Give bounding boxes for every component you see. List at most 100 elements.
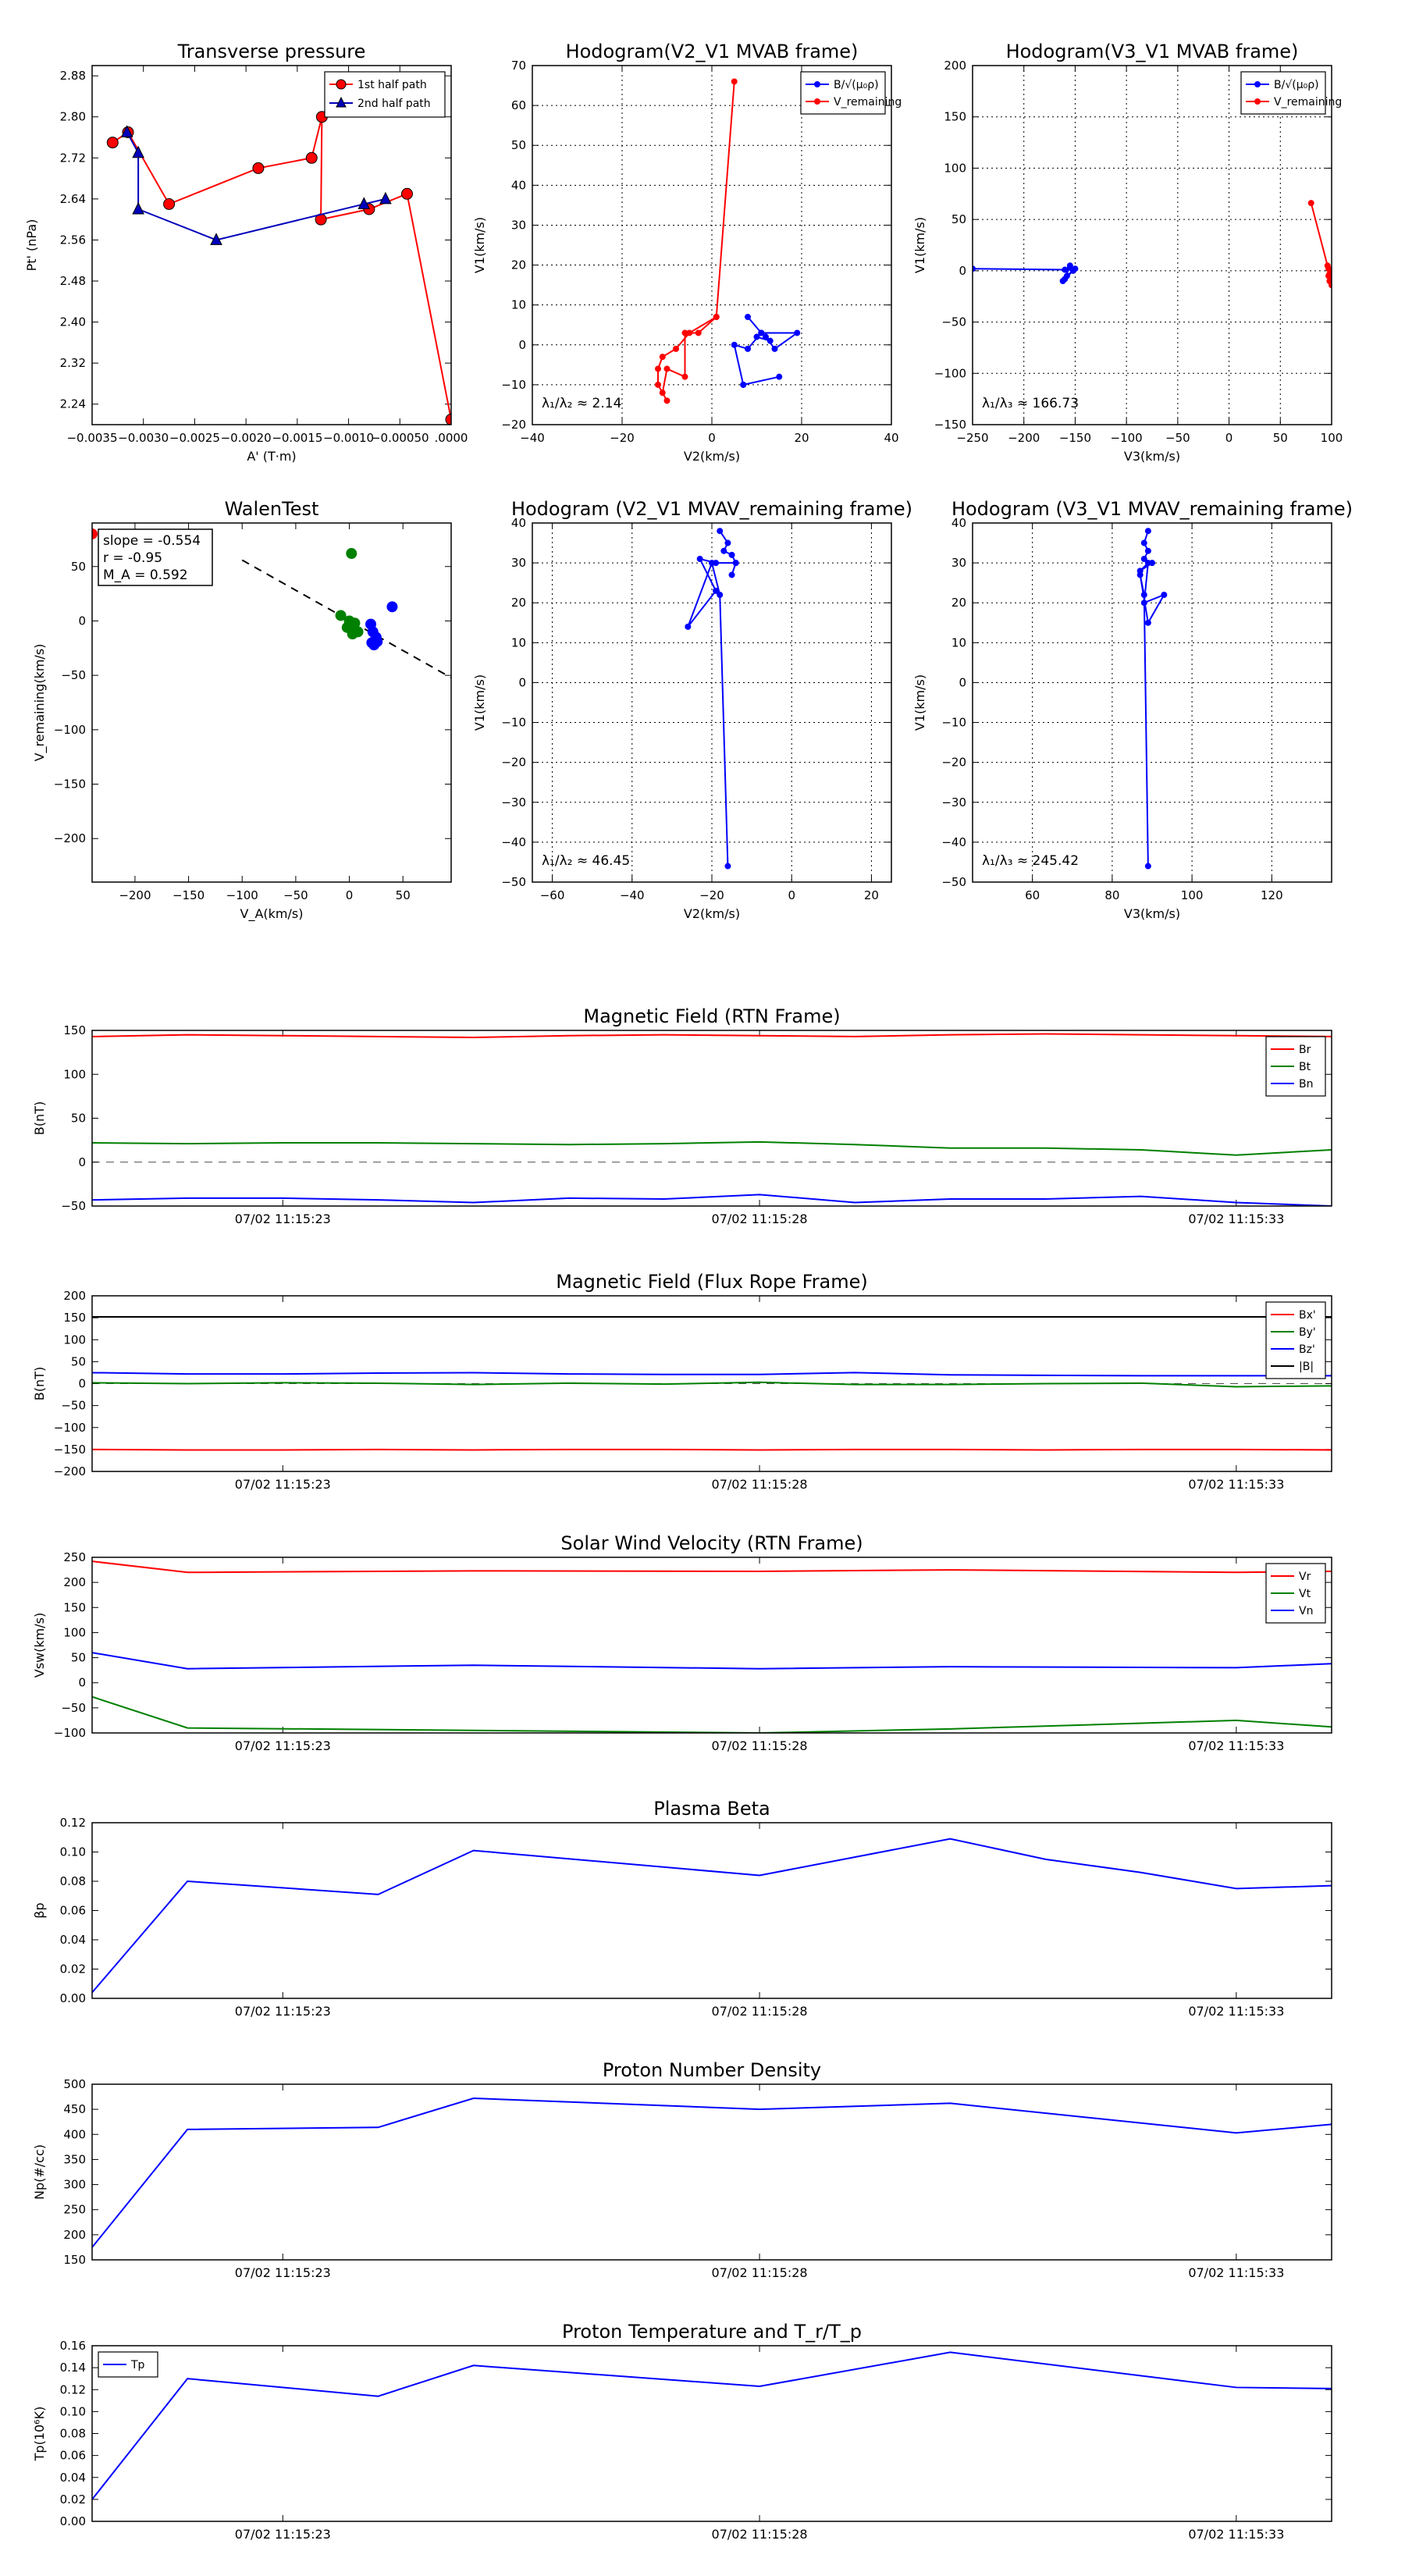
sw-chart: 07/02 11:15:23 07/02 11:15:28 07/02 11:15:…	[32, 1532, 1332, 1753]
y-tick-label: 250	[63, 2203, 86, 2217]
y-tick-label: 0.08	[60, 2427, 86, 2441]
y-tick-label: 2.72	[60, 151, 86, 165]
hodo1-point	[771, 345, 778, 352]
hodo1-point	[740, 381, 747, 388]
mfrtn-legend-label: Bt	[1299, 1061, 1311, 1073]
y-tick-label: 2.80	[60, 110, 86, 124]
mfrtn-plot-frame	[91, 1030, 1332, 1207]
tp-point	[106, 137, 119, 149]
hodo3-point	[696, 556, 703, 562]
tp-legend-label: 2nd half path	[357, 98, 431, 110]
y-tick-label: −100	[54, 1726, 86, 1740]
np-y-axis-label: Np(#/cc)	[32, 2144, 47, 2200]
y-tick-label: 400	[63, 2127, 86, 2141]
hodo4-title: Hodogram (V3_V1 MVAV_remaining frame)	[951, 498, 1353, 520]
y-tick-label: 2.48	[60, 274, 86, 288]
x-tick-label: 100	[1181, 888, 1204, 902]
hodo3-point	[713, 587, 720, 594]
mffr-y-axis-label: B(nT)	[32, 1367, 47, 1400]
hodo1-legend	[800, 71, 886, 115]
y-tick-label: 2.24	[60, 397, 86, 411]
hodo3-point	[728, 551, 735, 558]
hodo4-point	[1144, 619, 1151, 626]
hodo3-title: Hodogram (V2_V1 MVAV_remaining frame)	[511, 498, 912, 520]
sw-series-vt-line	[92, 1695, 1332, 1733]
y-tick-label: 20	[951, 596, 966, 610]
x-tick-label: 0	[788, 888, 795, 902]
hodo2-y-axis-label: V1(km/s)	[912, 217, 927, 273]
np-series-np-line	[92, 2097, 1332, 2248]
tp-title: Transverse pressure	[177, 41, 366, 62]
hodo4-point	[1136, 571, 1144, 578]
y-tick-label: 0	[78, 1676, 86, 1690]
sw-plot-frame	[91, 1557, 1332, 1734]
mffr-legend-label: By'	[1299, 1326, 1316, 1339]
mffr-series-bz--line	[92, 1372, 1332, 1377]
hodo2-point	[1066, 262, 1073, 269]
hodo1-plot-frame	[532, 65, 892, 425]
walen-point	[372, 635, 383, 647]
y-tick-label: 40	[511, 516, 526, 530]
hodo3-point	[724, 863, 731, 870]
x-tick-label: 50	[396, 888, 411, 902]
hodo4-point	[1140, 592, 1147, 598]
y-tick-label: 60	[511, 98, 526, 112]
y-tick-label: 0	[959, 264, 966, 278]
x-tick-label: −0.0010	[323, 431, 374, 445]
walen-plot-frame	[91, 522, 452, 883]
hodo3-plot-frame	[532, 522, 892, 883]
tp-point	[163, 197, 176, 210]
tpt-chart: 07/02 11:15:23 07/02 11:15:28 07/02 11:15:…	[32, 2321, 1332, 2542]
tp-series-2nd-half-path-line	[126, 131, 386, 241]
y-tick-label: 2.88	[60, 69, 86, 83]
x-tick-label: 07/02 11:15:28	[712, 1738, 808, 1753]
y-tick-label: 0.02	[60, 1962, 86, 1976]
x-tick-label: 07/02 11:15:33	[1188, 2265, 1284, 2280]
tpt-series-tp-line	[92, 2351, 1332, 2500]
y-tick-label: 500	[63, 2077, 86, 2091]
y-tick-label: 0.08	[60, 1874, 86, 1888]
sw-y-axis-label: Vsw(km/s)	[32, 1613, 47, 1678]
x-tick-label: −20	[699, 888, 724, 902]
x-tick-label: 20	[794, 431, 809, 445]
hodo4-point	[1140, 539, 1147, 546]
y-tick-label: −10	[941, 716, 966, 730]
walen-point	[183, 523, 184, 524]
y-tick-label: 30	[951, 556, 966, 570]
tp-point	[357, 197, 371, 209]
mfrtn-series-br-line	[92, 1033, 1332, 1039]
y-tick-label: 10	[951, 635, 966, 649]
hodo1-point	[776, 373, 783, 380]
hodo1-legend-label: V_remaining	[834, 96, 902, 109]
hodo3-series-v-line	[687, 530, 738, 866]
hodo2-eigen-ratio: λ₁/λ₃ ≈ 166.73	[982, 396, 1079, 411]
y-tick-label: −10	[501, 378, 526, 392]
x-tick-label: 100	[1321, 431, 1343, 445]
x-tick-label: −0.0035	[66, 431, 117, 445]
x-tick-label: −40	[520, 431, 545, 445]
x-tick-label: −200	[1008, 431, 1040, 445]
y-tick-label: 20	[511, 596, 526, 610]
hodo3-point	[717, 528, 724, 535]
y-tick-label: 2.32	[60, 356, 86, 370]
sw-series-vn-line	[92, 1652, 1332, 1670]
y-tick-label: 450	[63, 2102, 86, 2116]
hodo2-point	[1062, 266, 1069, 273]
mffr-legend-label: Bz'	[1299, 1343, 1315, 1356]
mffr-legend-label: |B|	[1299, 1361, 1314, 1373]
beta-y-axis-label: βp	[32, 1902, 47, 1918]
hodo2-point	[1325, 272, 1332, 279]
hodo1-legend-label: B/√(μ₀ρ)	[834, 79, 879, 91]
mffr-title: Magnetic Field (Flux Rope Frame)	[556, 1271, 867, 1293]
hodo2-legend	[1240, 71, 1326, 115]
hodo1-point	[763, 333, 769, 340]
y-tick-label: 0.04	[60, 1933, 86, 1947]
x-tick-label: −60	[540, 888, 565, 902]
hodo3-chart: −60 −40 −20 0 20 −50 −40 −30 −20 −10 0 10 20 30 40Hodo…	[472, 498, 912, 921]
hodo1-point	[713, 314, 720, 320]
hodo3-point	[685, 623, 692, 630]
walen-stat-line: r = -0.95	[103, 550, 162, 566]
x-tick-label: −0.0030	[118, 431, 169, 445]
y-tick-label: 200	[63, 1575, 86, 1589]
x-tick-label: 07/02 11:15:23	[235, 1477, 331, 1492]
